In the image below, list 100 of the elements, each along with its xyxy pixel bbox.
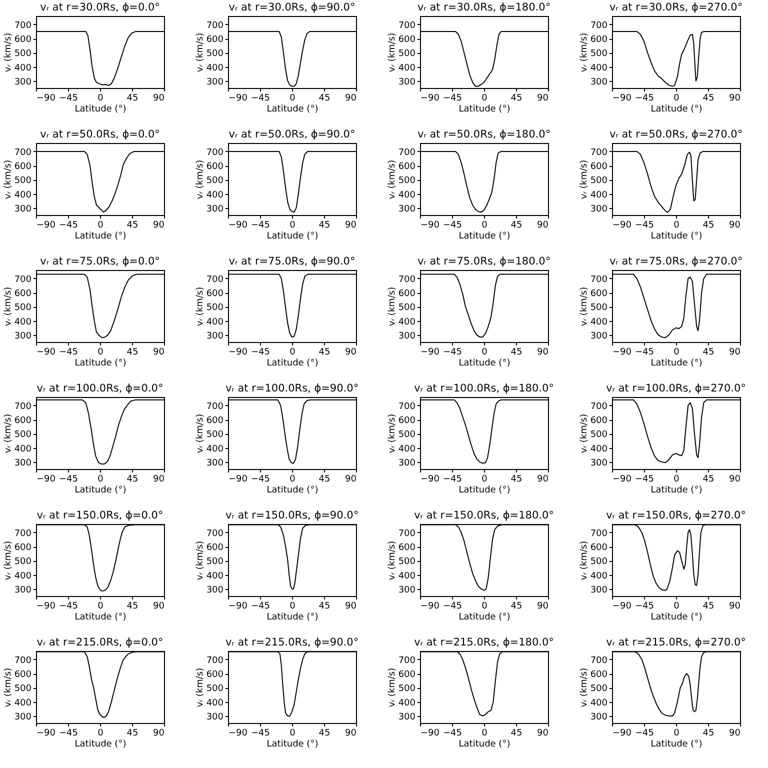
y-tick-label: 700 (590, 528, 608, 539)
line-series (36, 274, 164, 338)
x-axis-title: Latitude (°) (458, 486, 510, 496)
y-axis-title: vᵣ (km/s) (579, 160, 590, 200)
y-tick-label: 600 (398, 162, 416, 172)
x-tick-label: −90 (228, 602, 248, 612)
x-tick-label: −45 (635, 728, 654, 738)
x-tick-label: −45 (59, 348, 78, 358)
y-axis-title: vᵣ (km/s) (195, 668, 206, 708)
y-tick-label: 500 (590, 684, 608, 694)
y-tick-label: 700 (398, 402, 416, 412)
y-tick-label: 700 (14, 402, 32, 412)
y-tick-label: 300 (398, 585, 416, 596)
x-tick-label: 90 (153, 728, 165, 738)
y-tick-label: 600 (590, 543, 608, 554)
y-tick-label: 500 (590, 430, 608, 440)
x-tick-label: 45 (510, 728, 522, 738)
x-tick-label: −90 (36, 728, 56, 738)
x-axis-title: Latitude (°) (74, 104, 126, 114)
y-tick-label: 600 (14, 670, 32, 680)
x-tick-label: 0 (674, 474, 680, 484)
x-tick-label: 0 (482, 728, 488, 738)
x-tick-label: −45 (443, 474, 462, 484)
x-tick-label: 0 (482, 348, 488, 358)
y-tick-label: 700 (398, 656, 416, 666)
x-axis-title: Latitude (°) (650, 104, 702, 114)
x-tick-label: 0 (674, 220, 680, 230)
y-tick-label: 500 (590, 176, 608, 186)
x-axis-title: Latitude (°) (74, 612, 126, 622)
y-tick-label: 400 (206, 444, 224, 454)
y-tick-label: 600 (206, 35, 224, 46)
y-tick-label: 500 (206, 176, 224, 186)
x-tick-label: 45 (318, 474, 330, 484)
x-tick-label: 90 (345, 348, 357, 358)
y-tick-label: 500 (14, 176, 32, 186)
y-tick-label: 400 (206, 190, 224, 200)
x-tick-label: 0 (674, 602, 680, 612)
x-tick-label: 45 (702, 474, 714, 484)
x-tick-label: −45 (251, 474, 270, 484)
chart-title: vᵣ at r=75.0Rs, ϕ=180.0° (417, 256, 551, 268)
y-tick-label: 400 (14, 571, 32, 582)
y-axis-title: vᵣ (km/s) (387, 160, 398, 200)
y-tick-label: 400 (590, 571, 608, 582)
chart-title: vᵣ at r=215.0Rs, ϕ=270.0° (606, 636, 746, 648)
chart-title: vᵣ at r=150.0Rs, ϕ=180.0° (414, 510, 554, 522)
y-tick-label: 400 (398, 698, 416, 708)
x-axis-title: Latitude (°) (650, 740, 702, 750)
y-axis-title: vᵣ (km/s) (387, 540, 398, 580)
y-axis-title: vᵣ (km/s) (3, 160, 14, 200)
y-tick-label: 700 (206, 402, 224, 412)
chart-title: vᵣ at r=50.0Rs, ϕ=180.0° (417, 128, 551, 140)
x-tick-label: 45 (318, 728, 330, 738)
x-tick-label: −45 (635, 474, 654, 484)
y-tick-label: 700 (206, 656, 224, 666)
y-tick-label: 500 (398, 176, 416, 186)
y-axis-title: vᵣ (km/s) (195, 540, 206, 580)
y-tick-label: 600 (590, 35, 608, 46)
y-tick-label: 500 (206, 49, 224, 60)
y-tick-label: 300 (590, 331, 608, 342)
y-axis-title: vᵣ (km/s) (387, 414, 398, 454)
x-tick-label: −45 (635, 94, 654, 104)
x-axis-title: Latitude (°) (650, 486, 702, 496)
y-tick-label: 600 (398, 416, 416, 426)
y-tick-label: 300 (590, 585, 608, 596)
y-axis-title: vᵣ (km/s) (387, 668, 398, 708)
chart-title: vᵣ at r=215.0Rs, ϕ=90.0° (225, 636, 359, 648)
chart-title: vᵣ at r=100.0Rs, ϕ=90.0° (225, 382, 359, 394)
x-tick-label: −90 (420, 220, 440, 230)
y-tick-label: 300 (14, 331, 32, 342)
y-tick-label: 400 (590, 190, 608, 200)
y-axis-title: vᵣ (km/s) (3, 668, 14, 708)
x-axis-title: Latitude (°) (74, 232, 126, 242)
x-axis-title: Latitude (°) (458, 612, 510, 622)
y-tick-label: 300 (398, 712, 416, 722)
x-tick-label: 90 (153, 220, 165, 230)
y-tick-label: 600 (398, 543, 416, 554)
y-tick-label: 500 (398, 684, 416, 694)
x-tick-label: 0 (674, 348, 680, 358)
y-tick-label: 700 (206, 274, 224, 285)
x-tick-label: −90 (420, 474, 440, 484)
chart-title: vᵣ at r=150.0Rs, ϕ=0.0° (36, 510, 164, 522)
x-tick-label: 90 (729, 728, 741, 738)
x-tick-label: −90 (228, 348, 248, 358)
y-tick-label: 700 (590, 656, 608, 666)
y-tick-label: 400 (206, 571, 224, 582)
line-series (612, 274, 740, 338)
y-tick-label: 500 (206, 430, 224, 440)
x-tick-label: 0 (482, 94, 488, 104)
y-tick-label: 700 (206, 20, 224, 31)
x-tick-label: 0 (482, 474, 488, 484)
x-tick-label: 45 (702, 94, 714, 104)
x-tick-label: 90 (537, 474, 549, 484)
y-tick-label: 700 (398, 20, 416, 31)
y-tick-label: 700 (206, 528, 224, 539)
x-axis-title: Latitude (°) (74, 486, 126, 496)
y-tick-label: 600 (398, 35, 416, 46)
x-axis-title: Latitude (°) (266, 232, 318, 242)
y-tick-label: 300 (398, 331, 416, 342)
x-tick-label: 90 (537, 94, 549, 104)
y-tick-label: 400 (590, 698, 608, 708)
